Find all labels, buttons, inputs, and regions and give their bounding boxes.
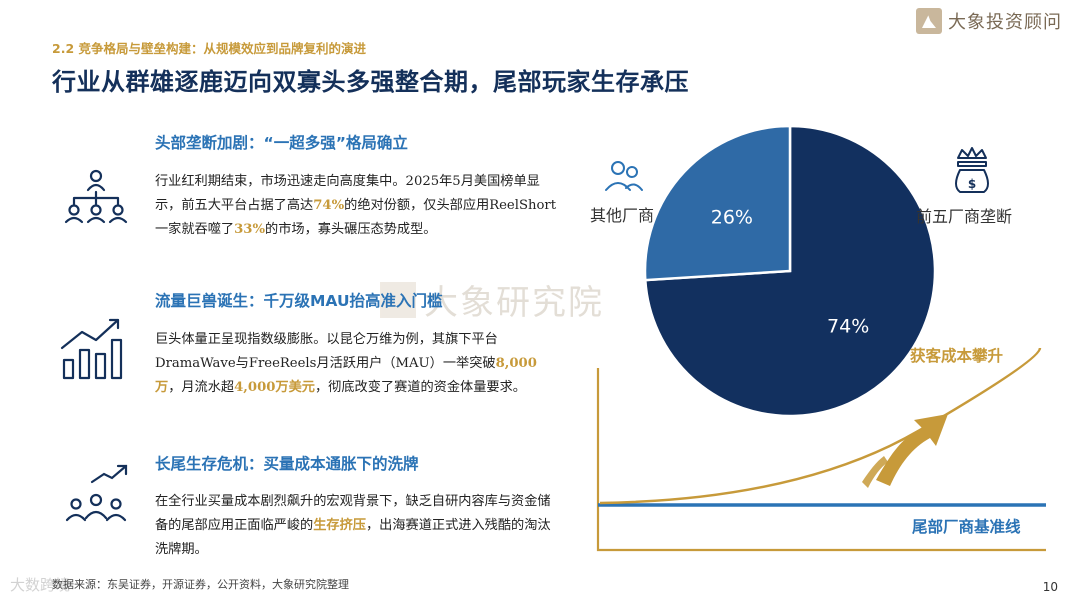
- rising-cost-label: 获客成本攀升: [910, 347, 1004, 365]
- corner-watermark: 大数跨境: [10, 576, 71, 594]
- rising-arrow-icon: [876, 414, 948, 486]
- body-text: 行业红利期结束，市场迅速走向高度集中。2025年5月美国榜单显示，前五大平台占据…: [155, 174, 540, 213]
- highlight-figure: 8,000万: [155, 356, 537, 395]
- org-hierarchy-icon: [64, 169, 128, 224]
- highlight-figure: 33%: [234, 222, 266, 237]
- block-heading: 长尾生存危机：买量成本通胀下的洗牌: [155, 455, 419, 473]
- body-text: ，彻底改变了赛道的资金体量要求。: [314, 380, 526, 395]
- block-heading: 流量巨兽诞生：千万级MAU抬高准入门槛: [155, 292, 443, 310]
- block-body: 行业红利期结束，市场迅速走向高度集中。2025年5月美国榜单显示，前五大平台占据…: [155, 170, 563, 242]
- pie-chart: 74% 26%: [643, 124, 937, 418]
- pie-slice-1: [643, 124, 792, 282]
- pie-slice-label: 74%: [827, 316, 869, 338]
- body-text: ，出海赛道正式进入残酷的淘汰洗牌期。: [155, 518, 551, 557]
- growth-bar-chart-icon: [60, 318, 123, 380]
- pie-legend-top5: 前五厂商垄断: [916, 207, 1013, 226]
- body-text: 的绝对份额，仅头部应用ReelShort一家就吞噬了: [155, 198, 557, 237]
- pie-legend-other: 其他厂商: [590, 206, 655, 225]
- illustration-axis: [596, 368, 1046, 552]
- page-number: 10: [1042, 580, 1058, 594]
- money-bag-crown-icon: $: [955, 147, 989, 193]
- cost-curve: [599, 347, 1042, 505]
- watermark-logo-icon: [380, 281, 416, 318]
- people-icon: [605, 161, 643, 191]
- block-heading: 头部垄断加剧：“一超多强”格局确立: [155, 134, 408, 152]
- block-body: 巨头体量正呈现指数级膨胀。以昆仑万维为例，其旗下平台DramaWave与Free…: [155, 328, 563, 400]
- body-text: 在全行业买量成本剧烈飙升的宏观背景下，缺乏自研内容库与资金储备的尾部应用正面临严…: [155, 494, 551, 533]
- page-title: 行业从群雄逐鹿迈向双寡头多强整合期，尾部玩家生存承压: [52, 68, 689, 96]
- block-body: 在全行业买量成本剧烈飙升的宏观背景下，缺乏自研内容库与资金储备的尾部应用正面临严…: [155, 490, 563, 562]
- highlight-figure: 74%: [313, 198, 345, 213]
- team-trend-icon: [65, 464, 128, 522]
- cost-curve-illustration: [596, 347, 1046, 552]
- brand-logo: 大象投资顾问: [916, 8, 1062, 34]
- pie-slice-label: 26%: [711, 206, 753, 228]
- baseline-label: 尾部厂商基准线: [912, 518, 1021, 536]
- svg-text:$: $: [968, 177, 976, 191]
- body-text: 的市场，寡头碾压态势成型。: [265, 222, 437, 237]
- arrow-streak: [862, 456, 888, 488]
- watermark-text: 大象研究院: [424, 283, 604, 323]
- brand-name: 大象投资顾问: [948, 12, 1062, 33]
- data-source: 数据来源：东吴证券，开源证券，公开资料，大象研究院整理: [52, 578, 349, 591]
- elephant-logo-icon: [916, 8, 942, 34]
- highlight-figure: 生存挤压: [313, 518, 366, 533]
- highlight-figure: 4,000万美元: [234, 380, 315, 395]
- section-label: 2.2 竞争格局与壁垒构建：从规模效应到品牌复利的演进: [52, 41, 366, 56]
- body-text: ，月流水超: [168, 380, 235, 395]
- body-text: 巨头体量正呈现指数级膨胀。以昆仑万维为例，其旗下平台DramaWave与Free…: [155, 332, 498, 371]
- watermark: 大象研究院: [380, 275, 604, 324]
